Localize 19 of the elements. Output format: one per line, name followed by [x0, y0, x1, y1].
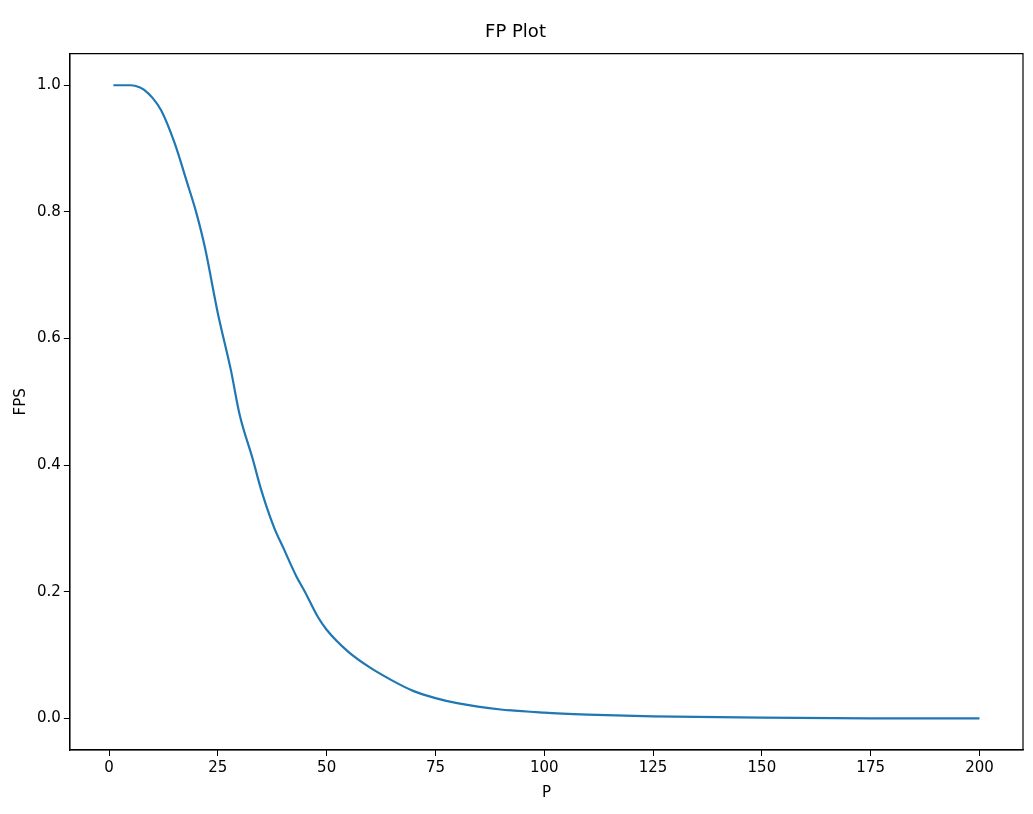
- y-tick-label: 0.8: [37, 201, 61, 220]
- y-axis-title: FPS: [10, 388, 29, 416]
- x-tick-label: 75: [425, 757, 445, 776]
- y-tick-label: 0.0: [37, 708, 61, 727]
- x-tick-label: 25: [208, 757, 228, 776]
- x-tick-label: 100: [529, 757, 559, 776]
- chart-title: FP Plot: [485, 20, 546, 42]
- y-tick-label: 0.2: [37, 581, 61, 600]
- x-axis-title: P: [541, 782, 551, 801]
- x-tick-label: 200: [965, 757, 994, 776]
- y-tick-label: 1.0: [37, 75, 61, 94]
- y-tick-label: 0.6: [37, 328, 61, 347]
- x-tick-label: 125: [638, 757, 668, 776]
- x-tick-label: 0: [104, 757, 114, 776]
- x-tick-label: 175: [856, 757, 885, 776]
- x-tick-label: 50: [317, 757, 337, 776]
- y-tick-label: 0.4: [37, 455, 61, 473]
- line-series: [112, 84, 981, 720]
- x-tick-label: 150: [747, 757, 777, 776]
